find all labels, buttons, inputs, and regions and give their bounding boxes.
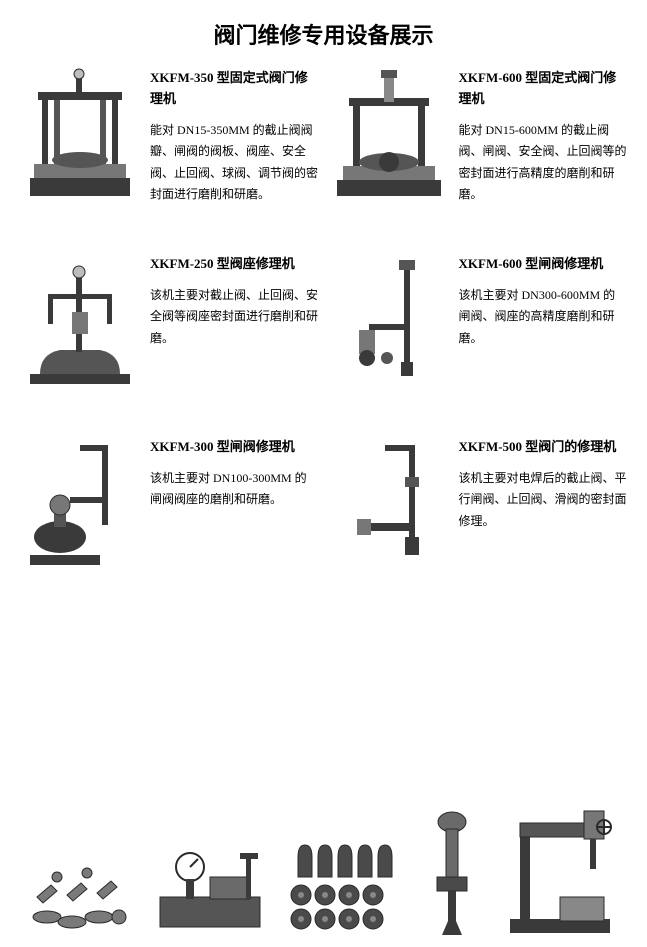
product-desc: 能对 DN15-350MM 的截止阀阀瓣、闸阀的阀板、阀座、安全阀、止回阀、球阀…: [150, 120, 319, 206]
accessories-row: [0, 797, 647, 937]
product-title: XKFM-500 型阀门的修理机: [459, 437, 628, 458]
product-cell: XKFM-500 型阀门的修理机 该机主要对电焊后的截止阀、平行闸阀、止回阀、滑…: [329, 437, 628, 572]
product-cell: XKFM-600 型闸阀修理机 该机主要对 DN300-600MM 的闸阀、阀座…: [329, 254, 628, 389]
product-desc: 能对 DN15-600MM 的截止阀阀、闸阀、安全阀、止回阀等的密封面进行高精度…: [459, 120, 628, 206]
product-desc: 该机主要对 DN100-300MM 的闸阀阀座的磨削和研磨。: [150, 468, 319, 511]
accessory-lapping-disc-kit: [283, 837, 403, 937]
product-title: XKFM-300 型闸阀修理机: [150, 437, 319, 458]
product-figure-xkfm-350: [20, 68, 140, 203]
accessory-pressure-test-pump: [150, 837, 270, 937]
product-desc: 该机主要对截止阀、止回阀、安全阀等阀座密封面进行磨削和研磨。: [150, 285, 319, 350]
product-figure-xkfm-600: [329, 68, 449, 203]
accessory-handheld-grinder: [417, 807, 487, 937]
product-title: XKFM-350 型固定式阀门修理机: [150, 68, 319, 110]
product-cell: XKFM-250 型阀座修理机 该机主要对截止阀、止回阀、安全阀等阀座密封面进行…: [20, 254, 319, 389]
product-cell: XKFM-350 型固定式阀门修理机 能对 DN15-350MM 的截止阀阀瓣、…: [20, 68, 319, 206]
product-desc: 该机主要对电焊后的截止阀、平行闸阀、止回阀、滑阀的密封面修理。: [459, 468, 628, 533]
product-figure-xkfm-300: [20, 437, 140, 572]
product-cell: XKFM-300 型闸阀修理机 该机主要对 DN100-300MM 的闸阀阀座的…: [20, 437, 319, 572]
product-figure-xkfm-600-gate: [329, 254, 449, 389]
accessory-radial-drill-press: [500, 797, 620, 937]
product-grid: XKFM-350 型固定式阀门修理机 能对 DN15-350MM 的截止阀阀瓣、…: [0, 68, 647, 572]
product-title: XKFM-600 型固定式阀门修理机: [459, 68, 628, 110]
page-title: 阀门维修专用设备展示: [0, 0, 647, 68]
product-figure-xkfm-500: [329, 437, 449, 572]
product-title: XKFM-250 型阀座修理机: [150, 254, 319, 275]
product-figure-xkfm-250: [20, 254, 140, 389]
product-desc: 该机主要对 DN300-600MM 的闸阀、阀座的高精度磨削和研磨。: [459, 285, 628, 350]
accessory-small-parts: [27, 847, 137, 937]
product-cell: XKFM-600 型固定式阀门修理机 能对 DN15-600MM 的截止阀阀、闸…: [329, 68, 628, 206]
product-title: XKFM-600 型闸阀修理机: [459, 254, 628, 275]
